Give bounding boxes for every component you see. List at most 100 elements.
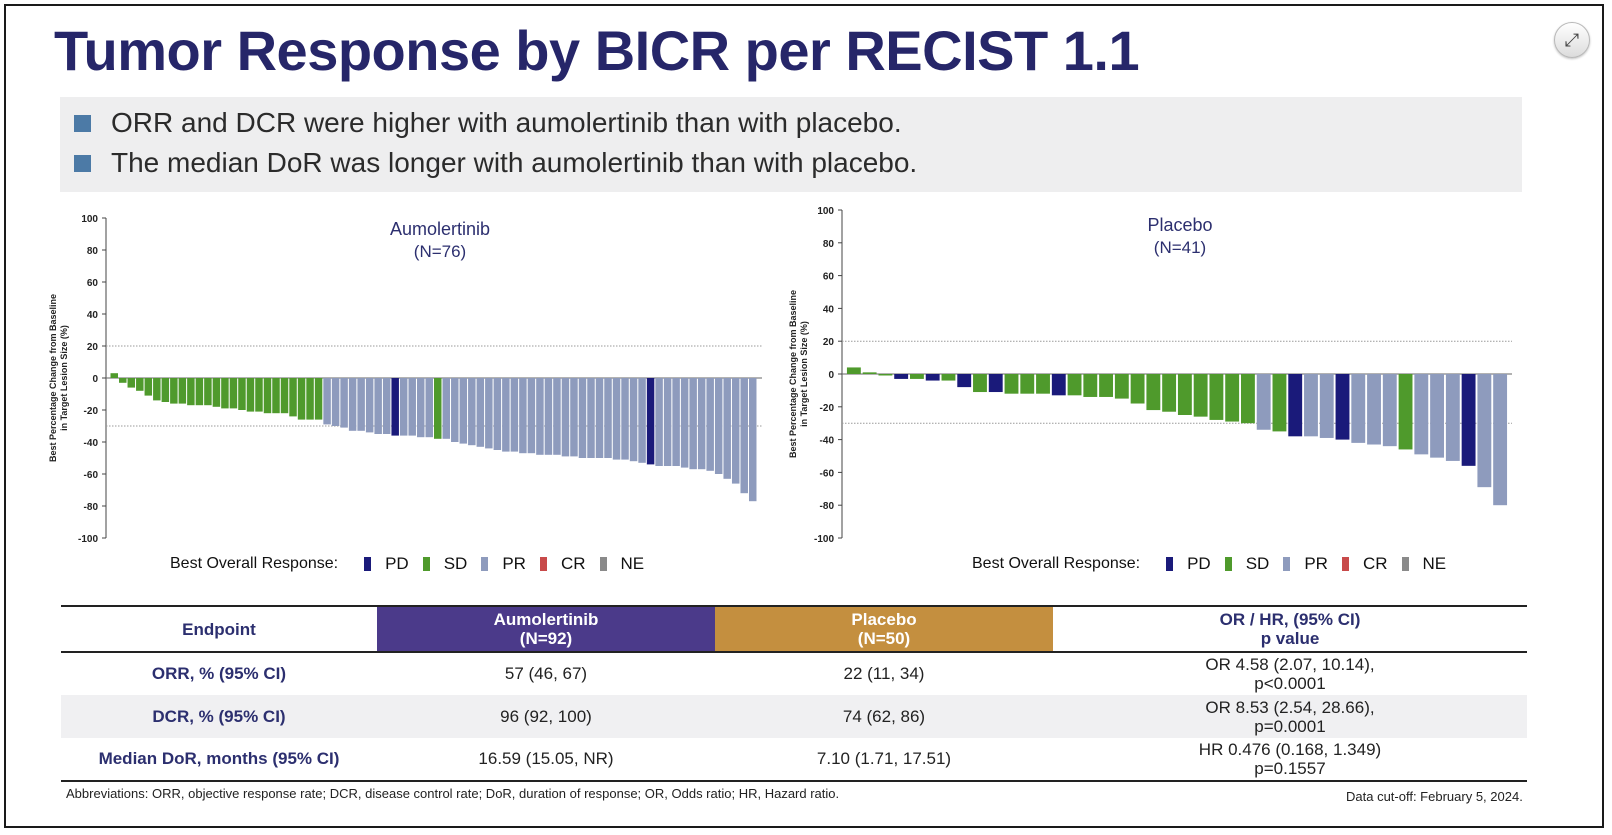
- waterfall-bar: [655, 378, 663, 466]
- waterfall-bar: [570, 378, 578, 457]
- waterfall-bar: [697, 378, 706, 470]
- waterfall-bar: [941, 374, 956, 381]
- row-aumolertinib-value: 16.59 (15.05, NR): [478, 749, 614, 768]
- legend-item: SD: [1224, 554, 1269, 574]
- waterfall-bar: [578, 378, 587, 458]
- waterfall-bar: [1177, 374, 1192, 415]
- waterfall-bar: [672, 378, 680, 466]
- endpoint-table: Endpoint Aumolertinib (N=92) Placebo (N=50…: [61, 605, 1527, 782]
- waterfall-bar: [1240, 374, 1255, 424]
- expand-button[interactable]: ⤢: [1554, 22, 1590, 58]
- row-statistic: HR 0.476 (0.168, 1.349) p=0.1557: [1198, 740, 1382, 778]
- waterfall-bar: [374, 378, 382, 434]
- y-tick-label: -100: [814, 534, 834, 545]
- col-header-statistic: OR / HR, (95% CI) p value: [1053, 605, 1527, 653]
- row-endpoint: Median DoR, months (95% CI): [98, 749, 340, 768]
- y-tick-label: -20: [820, 403, 835, 414]
- waterfall-bar: [331, 378, 340, 426]
- waterfall-bar: [289, 378, 297, 417]
- waterfall-bar: [561, 378, 570, 457]
- legend-swatch: [422, 557, 430, 571]
- bullet-text: The median DoR was longer with aumolerti…: [111, 147, 918, 178]
- abbreviations-footnote: Abbreviations: ORR, objective response r…: [66, 786, 840, 801]
- waterfall-svg: 100 80 60 40 20 0 -20 -40 -60 -80 -100 Placebo (N=41…: [788, 206, 1512, 545]
- legend-item: CR: [539, 554, 586, 574]
- waterfall-bar: [204, 378, 212, 406]
- waterfall-bar: [434, 378, 442, 439]
- legend-item: PR: [481, 554, 526, 574]
- waterfall-bar: [1272, 374, 1287, 432]
- y-tick-label: -80: [84, 502, 99, 513]
- waterfall-bar: [714, 378, 723, 474]
- row-aumolertinib-value: 57 (46, 67): [504, 664, 588, 683]
- waterfall-bar: [178, 378, 187, 404]
- waterfall-bar: [689, 378, 697, 470]
- legend-label: SD: [443, 554, 468, 573]
- waterfall-bar: [909, 374, 924, 379]
- waterfall-bar: [621, 378, 629, 460]
- waterfall-bar: [357, 378, 365, 431]
- waterfall-bar: [731, 378, 740, 484]
- waterfall-bar: [297, 378, 306, 420]
- aumolertinib-waterfall-chart: 100 80 60 40 20 0 -20 -40 -60 -80 -100 Aumolertinib…: [40, 205, 780, 550]
- waterfall-bar: [1051, 374, 1066, 396]
- waterfall-bar: [1225, 374, 1240, 422]
- legend-item: PD: [364, 554, 409, 574]
- waterfall-bar: [536, 378, 544, 455]
- waterfall-bar: [1430, 374, 1445, 458]
- waterfall-bar: [1004, 374, 1019, 394]
- waterfall-bar: [1414, 374, 1429, 455]
- key-points-box: ORR and DCR were higher with aumolertini…: [60, 97, 1522, 192]
- chart-title: Placebo: [1147, 215, 1212, 235]
- legend-label: NE: [1422, 554, 1447, 573]
- y-tick-label: 60: [823, 272, 835, 283]
- waterfall-bar: [862, 372, 877, 374]
- chart-subtitle: (N=41): [1154, 238, 1206, 257]
- waterfall-bar: [1083, 374, 1098, 397]
- waterfall-bar: [1398, 374, 1413, 450]
- waterfall-bar: [1335, 374, 1350, 440]
- waterfall-bar: [1146, 374, 1161, 411]
- waterfall-bar: [391, 378, 399, 436]
- aumolertinib-legend: Best Overall Response: PD SD PR CR NE: [170, 554, 658, 574]
- waterfall-bar: [476, 378, 485, 447]
- waterfall-bar: [1319, 374, 1334, 438]
- legend-label: PR: [502, 554, 526, 573]
- waterfall-bar: [878, 374, 893, 376]
- waterfall-bar: [1209, 374, 1224, 420]
- waterfall-bar: [416, 378, 425, 438]
- y-tick-label: -100: [78, 534, 98, 545]
- waterfall-bar: [604, 378, 612, 458]
- legend-swatch: [539, 557, 547, 571]
- waterfall-bar: [323, 378, 331, 425]
- waterfall-bar: [161, 378, 170, 402]
- waterfall-bar: [280, 378, 289, 414]
- waterfall-bar: [663, 378, 672, 466]
- bullet-item: ORR and DCR were higher with aumolertini…: [74, 107, 902, 139]
- legend-item: CR: [1341, 554, 1388, 574]
- y-tick-label: -40: [820, 436, 835, 447]
- row-statistic: OR 8.53 (2.54, 28.66), p=0.0001: [1205, 697, 1375, 736]
- waterfall-bar: [229, 378, 238, 409]
- y-axis-label: Best Percentage Change from Baselinein T…: [788, 290, 809, 458]
- waterfall-bar: [748, 378, 757, 502]
- row-placebo-value: 74 (62, 86): [842, 706, 926, 726]
- waterfall-bar: [612, 378, 621, 460]
- table-row: Median DoR, months (95% CI) 16.59 (15.05…: [61, 738, 1527, 781]
- legend-swatch: [481, 557, 489, 571]
- waterfall-bar: [451, 378, 459, 442]
- row-aumolertinib-value: 96 (92, 100): [500, 706, 592, 726]
- table-row: ORR, % (95% CI) 57 (46, 67) 22 (11, 34) …: [61, 652, 1527, 695]
- y-tick-label: 100: [81, 214, 98, 225]
- chart-subtitle: (N=76): [414, 242, 466, 261]
- waterfall-bar: [195, 378, 204, 406]
- y-tick-label: 100: [817, 206, 834, 217]
- waterfall-bar: [1493, 374, 1508, 506]
- expand-icon: ⤢: [1564, 29, 1580, 50]
- waterfall-bar: [468, 378, 476, 446]
- waterfall-bar: [1351, 374, 1366, 443]
- waterfall-bar: [382, 378, 391, 434]
- y-tick-label: 0: [828, 370, 834, 381]
- y-tick-label: 80: [823, 239, 835, 250]
- legend-item: NE: [1401, 554, 1447, 574]
